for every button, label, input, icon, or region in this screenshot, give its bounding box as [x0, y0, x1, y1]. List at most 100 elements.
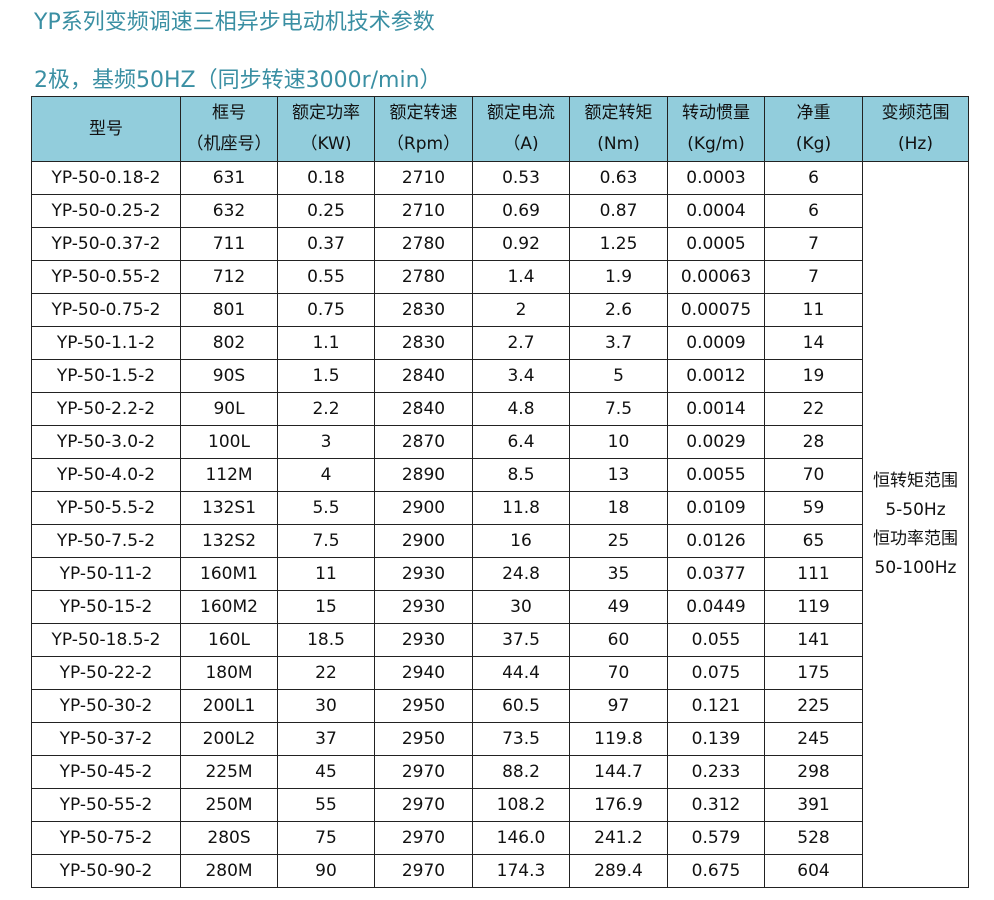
table-cell: 0.121 [667, 689, 765, 723]
table-cell: 2.6 [569, 293, 668, 327]
table-cell: 0.87 [569, 194, 668, 228]
table-cell: 0.0377 [667, 557, 765, 591]
table-cell: 160L [180, 623, 278, 657]
table-cell: 0.675 [667, 854, 765, 888]
frequency-range-line: 恒功率范围 [873, 528, 958, 549]
table-cell: 108.2 [472, 788, 570, 822]
table-cell: YP-50-90-2 [31, 854, 181, 888]
table-cell: 15 [277, 590, 375, 624]
table-cell: 132S2 [180, 524, 278, 558]
table-cell: YP-50-37-2 [31, 722, 181, 756]
table-cell: 632 [180, 194, 278, 228]
table-row: YP-50-0.18-2 631 0.18 2710 0.53 0.63 0.0003 6 恒转… [31, 161, 969, 888]
table-cell: 5 [569, 359, 668, 393]
table-cell: 73.5 [472, 722, 570, 756]
table-cell: 2780 [374, 227, 473, 261]
table-row: YP-50-90-2 280M 90 2970 174.3 289.4 0.675 604 [31, 854, 969, 888]
table-cell: 180M [180, 656, 278, 690]
table-cell: 225M [180, 755, 278, 789]
table-cell: YP-50-30-2 [31, 689, 181, 723]
table-cell: 7.5 [569, 392, 668, 426]
table-cell: 289.4 [569, 854, 668, 888]
table-cell: 18 [569, 491, 668, 525]
column-header-line: （机座号） [186, 134, 272, 154]
table-cell: 802 [180, 326, 278, 360]
column-header-line: （KW) [300, 134, 352, 154]
spec-table: 型号 框号 （机座号） 额定功率 （KW) 额定转速 （Rpm） 额定电流 （A) 额定转矩 (Nm… [31, 96, 969, 888]
table-cell: YP-50-7.5-2 [31, 524, 181, 558]
column-header-line: 型号 [89, 118, 123, 139]
table-cell: YP-50-75-2 [31, 821, 181, 855]
table-cell: 2900 [374, 491, 473, 525]
table-cell: 97 [569, 689, 668, 723]
column-header-line: 净重 [796, 103, 831, 123]
table-cell: 1.25 [569, 227, 668, 261]
table-row: YP-50-0.75-2 801 0.75 2830 2 2.6 0.00075 11 [31, 293, 969, 327]
column-header: 额定功率 （KW) [277, 96, 375, 162]
table-cell: 70 [764, 458, 863, 492]
table-cell: 241.2 [569, 821, 668, 855]
table-cell: YP-50-4.0-2 [31, 458, 181, 492]
column-header: 框号 （机座号） [180, 96, 278, 162]
table-cell: 0.0014 [667, 392, 765, 426]
table-cell: 0.0055 [667, 458, 765, 492]
table-cell: 144.7 [569, 755, 668, 789]
table-cell: YP-50-1.1-2 [31, 326, 181, 360]
column-header-line: （A) [503, 134, 539, 154]
table-row: YP-50-0.55-2 712 0.55 2780 1.4 1.9 0.00063 7 [31, 260, 969, 294]
column-header-line: 变频范围 [881, 103, 950, 123]
table-cell: 2 [472, 293, 570, 327]
table-cell: 0.37 [277, 227, 375, 261]
table-cell: YP-50-1.5-2 [31, 359, 181, 393]
table-cell: 1.9 [569, 260, 668, 294]
table-cell: 2710 [374, 194, 473, 228]
table-cell: 225 [764, 689, 863, 723]
table-cell: YP-50-18.5-2 [31, 623, 181, 657]
table-cell: 160M1 [180, 557, 278, 591]
column-header-line: 额定功率 [292, 103, 360, 123]
table-cell: 11 [277, 557, 375, 591]
table-cell: 100L [180, 425, 278, 459]
table-cell: 2830 [374, 326, 473, 360]
table-cell: 112M [180, 458, 278, 492]
column-header: 净重 (Kg) [764, 96, 863, 162]
table-cell: 49 [569, 590, 668, 624]
table-cell: 0.00063 [667, 260, 765, 294]
table-cell: 0.18 [277, 161, 375, 195]
table-cell: 3.7 [569, 326, 668, 360]
table-row: YP-50-37-2 200L2 37 2950 73.5 119.8 0.139 245 [31, 722, 969, 756]
table-cell: 10 [569, 425, 668, 459]
table-row: YP-50-1.1-2 802 1.1 2830 2.7 3.7 0.0009 14 [31, 326, 969, 360]
table-cell: 2870 [374, 425, 473, 459]
table-cell: 2890 [374, 458, 473, 492]
table-cell: YP-50-0.55-2 [31, 260, 181, 294]
table-cell: 60 [569, 623, 668, 657]
table-cell: 174.3 [472, 854, 570, 888]
table-cell: 45 [277, 755, 375, 789]
table-cell: 604 [764, 854, 863, 888]
table-cell: 250M [180, 788, 278, 822]
table-cell: 37 [277, 722, 375, 756]
table-cell: 176.9 [569, 788, 668, 822]
table-cell: 4 [277, 458, 375, 492]
frequency-range-cell: 恒转矩范围 5-50Hz 恒功率范围 50-100Hz [862, 161, 969, 888]
table-cell: 298 [764, 755, 863, 789]
frequency-range-line: 50-100Hz [874, 557, 957, 578]
table-cell: 22 [277, 656, 375, 690]
table-cell: 0.00075 [667, 293, 765, 327]
table-cell: 4.8 [472, 392, 570, 426]
column-header-line: 额定转速 [389, 103, 458, 123]
table-cell: YP-50-0.18-2 [31, 161, 181, 195]
table-cell: 0.55 [277, 260, 375, 294]
table-cell: 55 [277, 788, 375, 822]
table-row: YP-50-11-2 160M1 11 2930 24.8 35 0.0377 111 [31, 557, 969, 591]
table-cell: 30 [472, 590, 570, 624]
table-cell: 2940 [374, 656, 473, 690]
table-cell: 0.0126 [667, 524, 765, 558]
table-cell: 111 [764, 557, 863, 591]
column-header: 转动惯量 (Kg/m) [667, 96, 765, 162]
table-cell: 2710 [374, 161, 473, 195]
table-cell: 0.63 [569, 161, 668, 195]
column-header: 额定转矩 (Nm) [569, 96, 668, 162]
table-row: YP-50-5.5-2 132S1 5.5 2900 11.8 18 0.0109 59 [31, 491, 969, 525]
